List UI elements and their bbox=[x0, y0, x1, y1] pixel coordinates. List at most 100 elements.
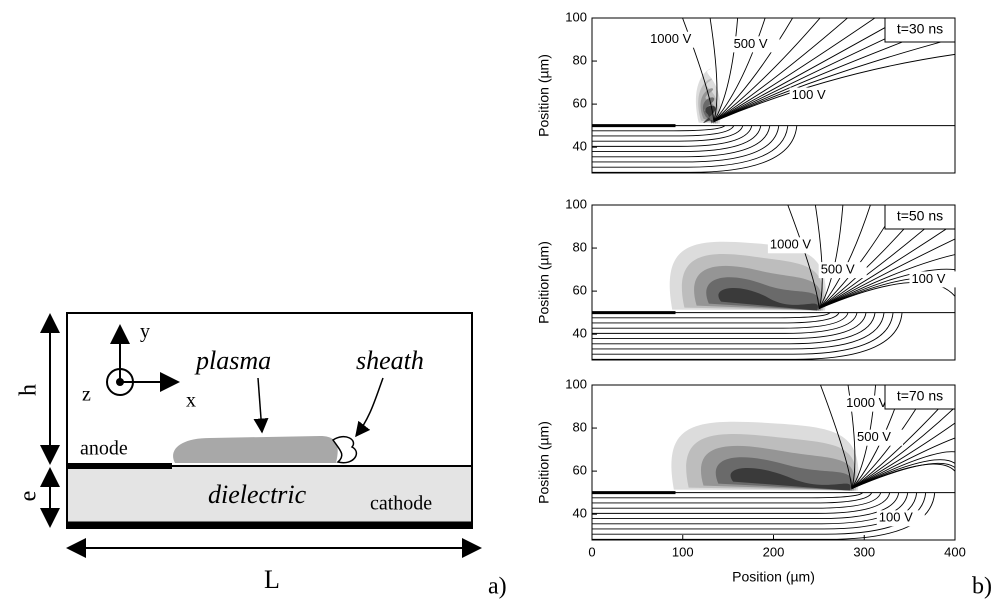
potential-line bbox=[713, 18, 849, 122]
plasma-arrow bbox=[253, 377, 269, 434]
y-tick-label: 60 bbox=[573, 283, 587, 298]
x-tick-label: 400 bbox=[944, 544, 966, 559]
x-tick-label: 0 bbox=[588, 544, 595, 559]
potential-line bbox=[713, 18, 794, 122]
label-bg bbox=[789, 87, 838, 104]
panel-b: b) 1000 V 500 V 100 V t=30 ns 40 60 80 100 Posit… bbox=[536, 9, 992, 599]
potential-line bbox=[592, 492, 936, 540]
time-box bbox=[884, 204, 956, 230]
y-tick-label: 100 bbox=[565, 196, 587, 211]
contour-label: 500 V bbox=[857, 429, 891, 444]
time-box bbox=[884, 17, 956, 43]
potential-line bbox=[592, 125, 735, 137]
potential-line bbox=[851, 406, 955, 489]
y-tick-label: 100 bbox=[565, 9, 587, 24]
region-label: plasma bbox=[194, 346, 271, 375]
y-tick-label: 80 bbox=[573, 419, 587, 434]
potential-line bbox=[713, 53, 955, 122]
region-label: dielectric bbox=[208, 480, 307, 509]
potential-line bbox=[851, 459, 955, 489]
potential-line bbox=[592, 492, 882, 509]
potential-line bbox=[592, 125, 780, 163]
potential-line bbox=[592, 312, 840, 324]
x-tick-label: 200 bbox=[763, 544, 785, 559]
x-tick-label: 100 bbox=[672, 544, 694, 559]
y-tick-label: 60 bbox=[573, 463, 587, 478]
time-label: t=70 ns bbox=[897, 388, 943, 404]
potential-line bbox=[713, 18, 821, 122]
potential-line bbox=[851, 437, 955, 489]
potential-line bbox=[592, 125, 744, 142]
panel-label: b) bbox=[972, 574, 992, 600]
y-axis-label: Position (µm) bbox=[536, 241, 552, 324]
potential-line bbox=[713, 18, 766, 122]
potential-line bbox=[592, 312, 903, 360]
potential-line bbox=[592, 492, 864, 499]
plot-area bbox=[592, 18, 955, 173]
y-tick-label: 80 bbox=[573, 239, 587, 254]
potential-line bbox=[851, 462, 955, 489]
time-label: t=50 ns bbox=[897, 208, 943, 224]
sheath-shape bbox=[331, 435, 358, 464]
potential-line bbox=[818, 268, 955, 309]
axis-label: x bbox=[186, 390, 196, 412]
y-tick-label: 80 bbox=[573, 52, 587, 67]
panel-label: a) bbox=[488, 574, 507, 600]
time-box bbox=[884, 384, 956, 410]
y-tick-label: 40 bbox=[573, 139, 587, 154]
potential-line bbox=[592, 312, 858, 334]
potential-line bbox=[787, 205, 820, 309]
potential-line bbox=[709, 18, 718, 122]
dimension-label: e bbox=[16, 491, 42, 502]
potential-line bbox=[851, 451, 955, 489]
potential-line bbox=[818, 222, 955, 309]
x-tick-label: 300 bbox=[853, 544, 875, 559]
plot-area bbox=[592, 205, 955, 360]
dimension-label: h bbox=[16, 384, 42, 396]
label-bg bbox=[731, 36, 780, 53]
potential-line bbox=[592, 312, 876, 345]
axis-label: z bbox=[82, 384, 91, 406]
potential-line bbox=[592, 492, 900, 520]
plasma-shape bbox=[173, 436, 338, 463]
label-bg bbox=[854, 429, 903, 446]
contour-label: 100 V bbox=[792, 87, 826, 102]
plot: 1000 V 500 V 100 V t=50 ns 40 60 80 100 Position… bbox=[536, 196, 958, 361]
potential-line bbox=[819, 385, 853, 489]
potential-line bbox=[713, 18, 739, 122]
potential-line bbox=[592, 125, 771, 158]
potential-line bbox=[592, 492, 891, 514]
contour-label: 1000 V bbox=[846, 395, 888, 410]
region-label: cathode bbox=[370, 493, 432, 515]
y-tick-label: 60 bbox=[573, 96, 587, 111]
dimension-label: L bbox=[264, 565, 280, 594]
potential-line bbox=[851, 422, 955, 489]
potential-line bbox=[713, 18, 876, 122]
y-axis-label: Position (µm) bbox=[536, 421, 552, 504]
plot-area bbox=[592, 385, 955, 540]
y-tick-label: 40 bbox=[573, 326, 587, 341]
axis-label: y bbox=[140, 321, 150, 343]
potential-line bbox=[592, 125, 762, 153]
potential-line bbox=[713, 18, 904, 122]
region-label: sheath bbox=[356, 346, 424, 375]
potential-line bbox=[592, 125, 753, 147]
dielectric-region bbox=[68, 466, 471, 522]
plasma-contour bbox=[718, 287, 818, 311]
y-tick-label: 40 bbox=[573, 506, 587, 521]
contour-label: 100 V bbox=[879, 510, 913, 525]
label-bg bbox=[648, 31, 697, 48]
x-axis-label: Position (µm) bbox=[732, 569, 815, 585]
label-bg bbox=[909, 271, 958, 288]
label-bg bbox=[844, 395, 893, 412]
plot: 1000 V 500 V 100 V t=30 ns 40 60 80 100 Position… bbox=[536, 9, 956, 174]
potential-line bbox=[592, 312, 894, 355]
plot-frame bbox=[591, 17, 956, 174]
y-tick-label: 100 bbox=[565, 376, 587, 391]
potential-line bbox=[592, 312, 831, 319]
potential-line bbox=[592, 312, 849, 329]
potential-line bbox=[818, 254, 955, 309]
contour-label: 500 V bbox=[734, 36, 768, 51]
potential-line bbox=[592, 125, 726, 132]
